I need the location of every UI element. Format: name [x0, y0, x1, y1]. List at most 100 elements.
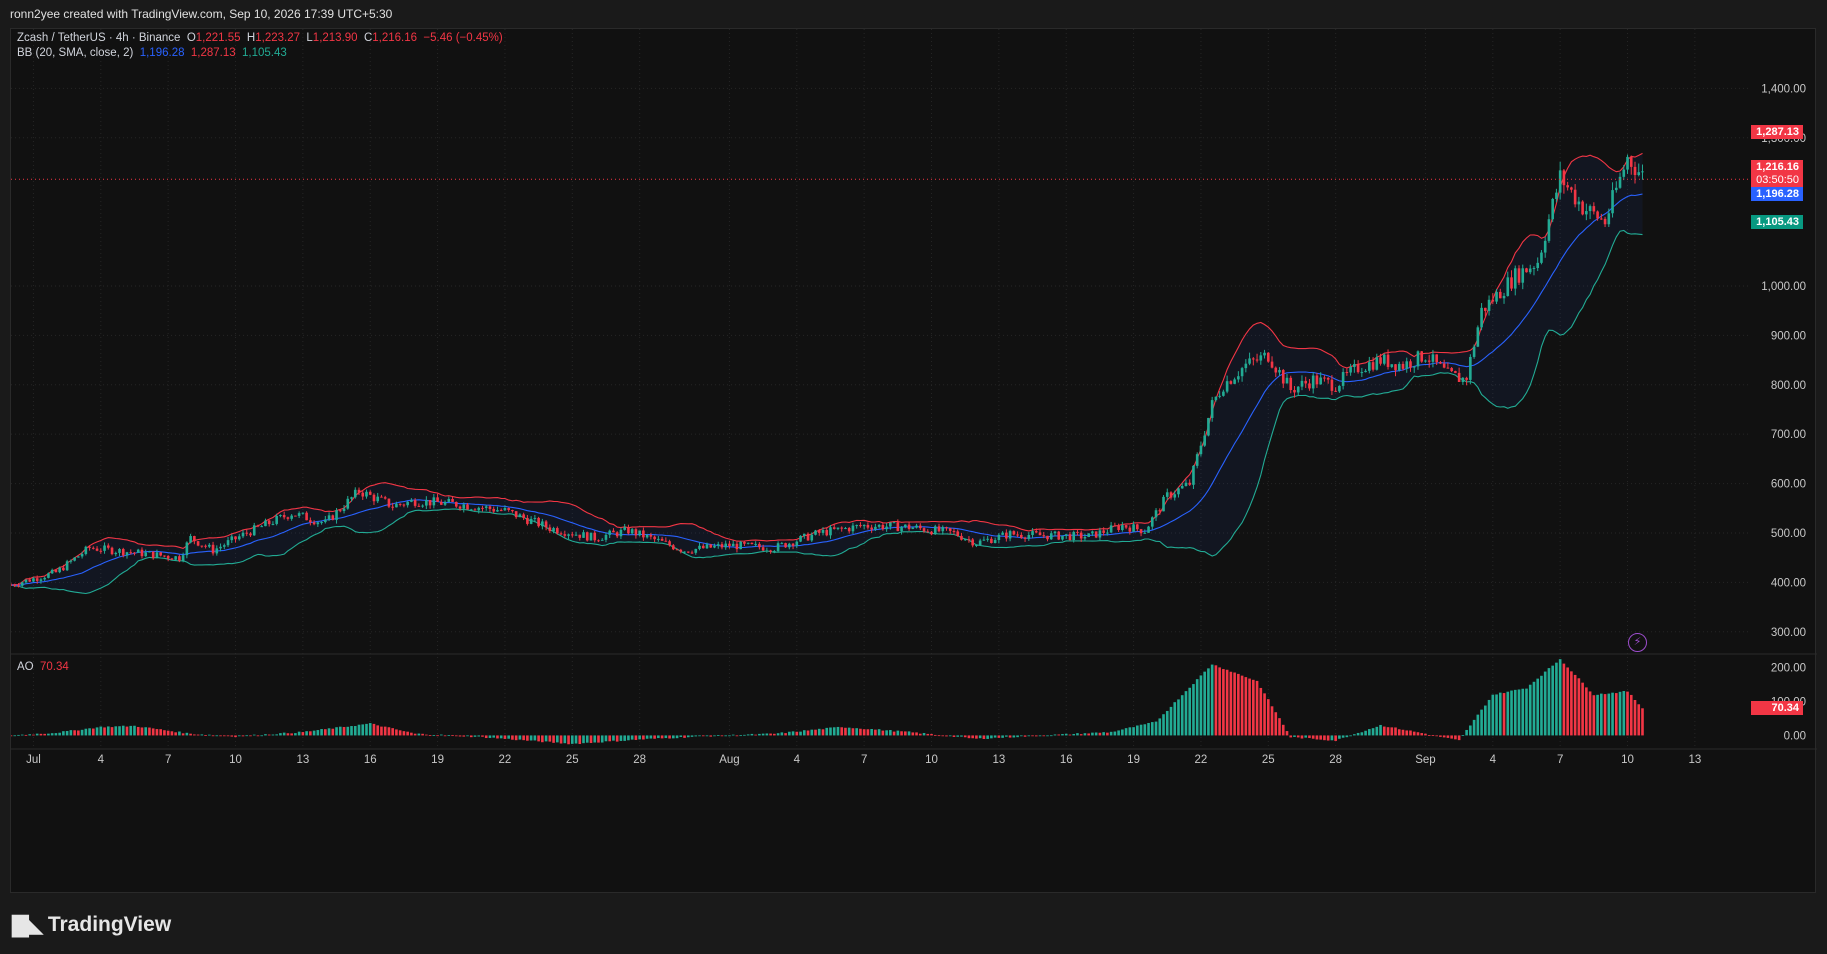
candle-body	[406, 501, 409, 506]
ao-bar	[960, 735, 963, 737]
ao-bar	[290, 733, 293, 736]
ao-bar	[73, 730, 76, 736]
ao-bar	[1547, 668, 1551, 736]
ao-bar	[376, 725, 380, 736]
ao-bar	[1469, 725, 1472, 736]
candle-body	[492, 508, 496, 512]
candle-body	[1412, 366, 1416, 368]
ao-bar	[664, 735, 668, 739]
candle-body	[1049, 533, 1053, 540]
ao-bar	[1177, 699, 1180, 736]
ao-bar	[814, 729, 817, 736]
candle-body	[870, 527, 873, 530]
ao-bar	[260, 735, 264, 737]
candle-body	[1143, 532, 1147, 534]
candle-body	[144, 552, 148, 557]
candle-body	[518, 514, 522, 518]
candle-body	[148, 551, 151, 553]
ao-value: 70.34	[40, 661, 69, 673]
ao-bar	[1510, 690, 1513, 736]
candle-body	[1311, 375, 1315, 389]
candle-body	[754, 543, 757, 545]
candle-body	[866, 524, 870, 528]
candle-body	[821, 530, 825, 533]
ao-bar	[99, 726, 103, 736]
ao-bar	[65, 730, 69, 736]
ao-bar	[1016, 735, 1019, 738]
candle-body	[114, 552, 118, 555]
bb-legend: BB (20, SMA, close, 2) 1,196.28 1,287.13…	[17, 47, 287, 59]
candle-body	[196, 541, 200, 546]
ao-bar	[1588, 691, 1592, 736]
candle-body	[473, 509, 477, 511]
ao-bar	[1042, 735, 1046, 737]
ao-bar	[1195, 679, 1199, 736]
ao-bar	[1139, 724, 1143, 736]
candle-body	[612, 530, 615, 533]
candle-body	[971, 539, 974, 546]
ao-bar	[95, 727, 99, 736]
candle-body	[294, 515, 297, 517]
ao-bar	[597, 735, 600, 743]
ao-bar	[357, 724, 361, 736]
ao-bar	[1465, 729, 1468, 736]
ao-bar	[1180, 695, 1184, 736]
candle-body	[1169, 492, 1173, 498]
ao-bar	[1147, 722, 1150, 736]
ao-bar	[1360, 732, 1364, 736]
ao-bar	[1341, 735, 1345, 738]
ao-bar	[870, 729, 873, 736]
chart-canvas[interactable]: Jul 4 7 10 13 16 19 22 25 28 Aug 4 7 10 13 16 19 22 25 28 Se…	[11, 29, 1817, 894]
candle-body	[1068, 534, 1072, 540]
candle-body	[226, 540, 230, 546]
ao-bar	[1431, 735, 1435, 736]
ao-bar	[1517, 689, 1521, 736]
ao-bar	[1364, 730, 1367, 736]
ao-bar	[451, 735, 454, 737]
ao-bar	[24, 734, 28, 736]
ao-bar	[567, 735, 570, 745]
candle-body	[365, 491, 368, 497]
ao-bar	[1633, 699, 1637, 736]
x-tick-label: Sep	[1415, 754, 1435, 766]
candle-body	[447, 498, 451, 502]
candle-body	[387, 498, 391, 507]
alert-lightning-icon[interactable]: ⚡	[1628, 633, 1647, 652]
candle-body	[559, 533, 563, 535]
ao-bar	[982, 735, 986, 740]
ao-bar	[92, 728, 95, 736]
ao-bar	[312, 730, 316, 736]
ao-bar	[1592, 695, 1596, 736]
candle-body	[1147, 526, 1150, 533]
candle-body	[1154, 510, 1158, 518]
ao-bar	[1600, 693, 1603, 736]
candle-body	[1117, 525, 1120, 530]
x-tick-label: 10	[925, 754, 938, 766]
candle-body	[1521, 268, 1525, 283]
bb-basis-value: 1,196.28	[139, 47, 185, 59]
ao-bar	[844, 727, 847, 736]
ao-bar	[1248, 678, 1251, 736]
ao-bar	[952, 735, 956, 737]
ao-bar	[1487, 699, 1491, 736]
tradingview-logo[interactable]: ▇◣ TradingView	[12, 910, 171, 940]
candle-body	[1614, 187, 1618, 191]
close-value: 1,216.16	[372, 32, 418, 44]
ao-bar	[440, 734, 443, 736]
ao-bar	[713, 735, 716, 737]
ao-bar	[933, 734, 937, 736]
candle-body	[43, 577, 46, 580]
candle-body	[541, 521, 544, 527]
candle-body	[765, 550, 769, 552]
ao-bar	[428, 735, 432, 736]
chart-frame[interactable]: Jul 4 7 10 13 16 19 22 25 28 Aug 4 7 10 13 16 19 22 25 28 Se…	[10, 28, 1817, 894]
ao-bar	[780, 732, 784, 736]
ao-bar	[657, 735, 660, 739]
candle-body	[1543, 240, 1547, 253]
ao-bar	[1218, 667, 1221, 736]
ao-bar	[62, 731, 65, 736]
ao-bar	[847, 727, 851, 736]
ao-bar	[181, 733, 185, 736]
candle-body	[847, 528, 851, 532]
candle-body	[1240, 368, 1244, 377]
